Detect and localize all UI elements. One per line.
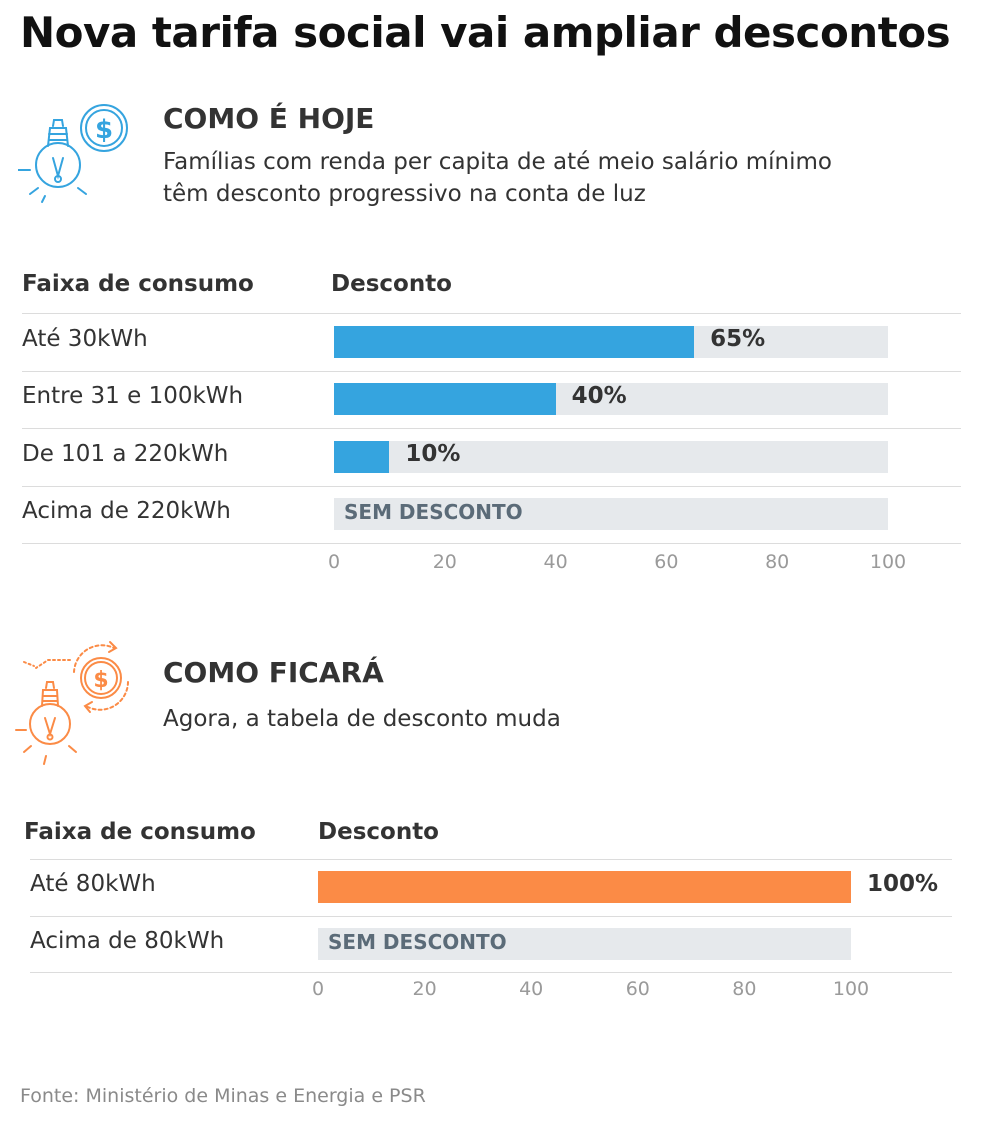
bar-track xyxy=(334,498,888,531)
row-divider xyxy=(22,543,961,544)
bar xyxy=(334,440,390,473)
row-divider xyxy=(30,915,952,917)
header-desconto: Desconto xyxy=(318,819,439,845)
axis-tick-label: 80 xyxy=(732,978,757,1000)
header-desconto: Desconto xyxy=(331,271,452,297)
row-divider xyxy=(22,428,961,429)
row-divider xyxy=(30,859,952,860)
axis-tick-label: 60 xyxy=(654,551,679,573)
section-title-today: COMO É HOJE xyxy=(163,102,375,135)
bulb-cycle-dollar-icon: $ xyxy=(15,641,129,765)
svg-text:$: $ xyxy=(95,115,113,145)
value-label: 40% xyxy=(571,383,627,410)
row-divider xyxy=(22,370,961,372)
bar xyxy=(334,325,695,358)
bulb-dollar-icon: $ xyxy=(18,104,128,203)
bar xyxy=(318,871,851,904)
row-divider xyxy=(22,313,961,314)
desc-line: têm desconto progressivo na conta de luz xyxy=(163,181,646,207)
axis-tick-label: 0 xyxy=(327,551,341,573)
section-title-future: COMO FICARÁ xyxy=(163,656,384,689)
header-faixa: Faixa de consumo xyxy=(22,271,254,297)
svg-text:$: $ xyxy=(93,668,108,693)
axis-tick-label: 60 xyxy=(625,978,650,1000)
axis-tick-label: 20 xyxy=(432,551,457,573)
section-desc-future: Agora, a tabela de desconto muda xyxy=(163,703,561,735)
desc-line: Famílias com renda per capita de até mei… xyxy=(163,149,832,175)
row-label: Acima de 80kWh xyxy=(30,927,225,954)
no-discount-label: SEM DESCONTO xyxy=(344,500,523,525)
row-divider xyxy=(22,485,961,487)
no-discount-label: SEM DESCONTO xyxy=(328,929,507,954)
bar xyxy=(334,383,556,416)
axis-tick-label: 0 xyxy=(311,978,325,1000)
row-divider xyxy=(30,972,952,973)
row-label: De 101 a 220kWh xyxy=(22,440,229,467)
row-label: Até 80kWh xyxy=(30,871,156,898)
value-label: 100% xyxy=(867,871,939,898)
bar-track xyxy=(334,440,888,473)
value-label: 10% xyxy=(405,440,461,467)
axis-tick-label: 40 xyxy=(519,978,544,1000)
axis-tick-label: 40 xyxy=(543,551,568,573)
header-faixa: Faixa de consumo xyxy=(24,819,256,845)
row-label: Até 30kWh xyxy=(22,325,148,352)
bar-track xyxy=(318,927,851,960)
axis-tick-label: 20 xyxy=(412,978,437,1000)
page-title: Nova tarifa social vai ampliar descontos xyxy=(20,8,951,57)
section-desc-today: Famílias com renda per capita de até mei… xyxy=(163,146,832,210)
desc-line: Agora, a tabela de desconto muda xyxy=(163,706,561,732)
row-label: Acima de 220kWh xyxy=(22,498,231,525)
source-note: Fonte: Ministério de Minas e Energia e P… xyxy=(20,1085,426,1107)
value-label: 65% xyxy=(710,325,766,352)
axis-tick-label: 100 xyxy=(832,978,870,1000)
row-label: Entre 31 e 100kWh xyxy=(22,383,244,410)
axis-tick-label: 100 xyxy=(869,551,907,573)
axis-tick-label: 80 xyxy=(765,551,790,573)
